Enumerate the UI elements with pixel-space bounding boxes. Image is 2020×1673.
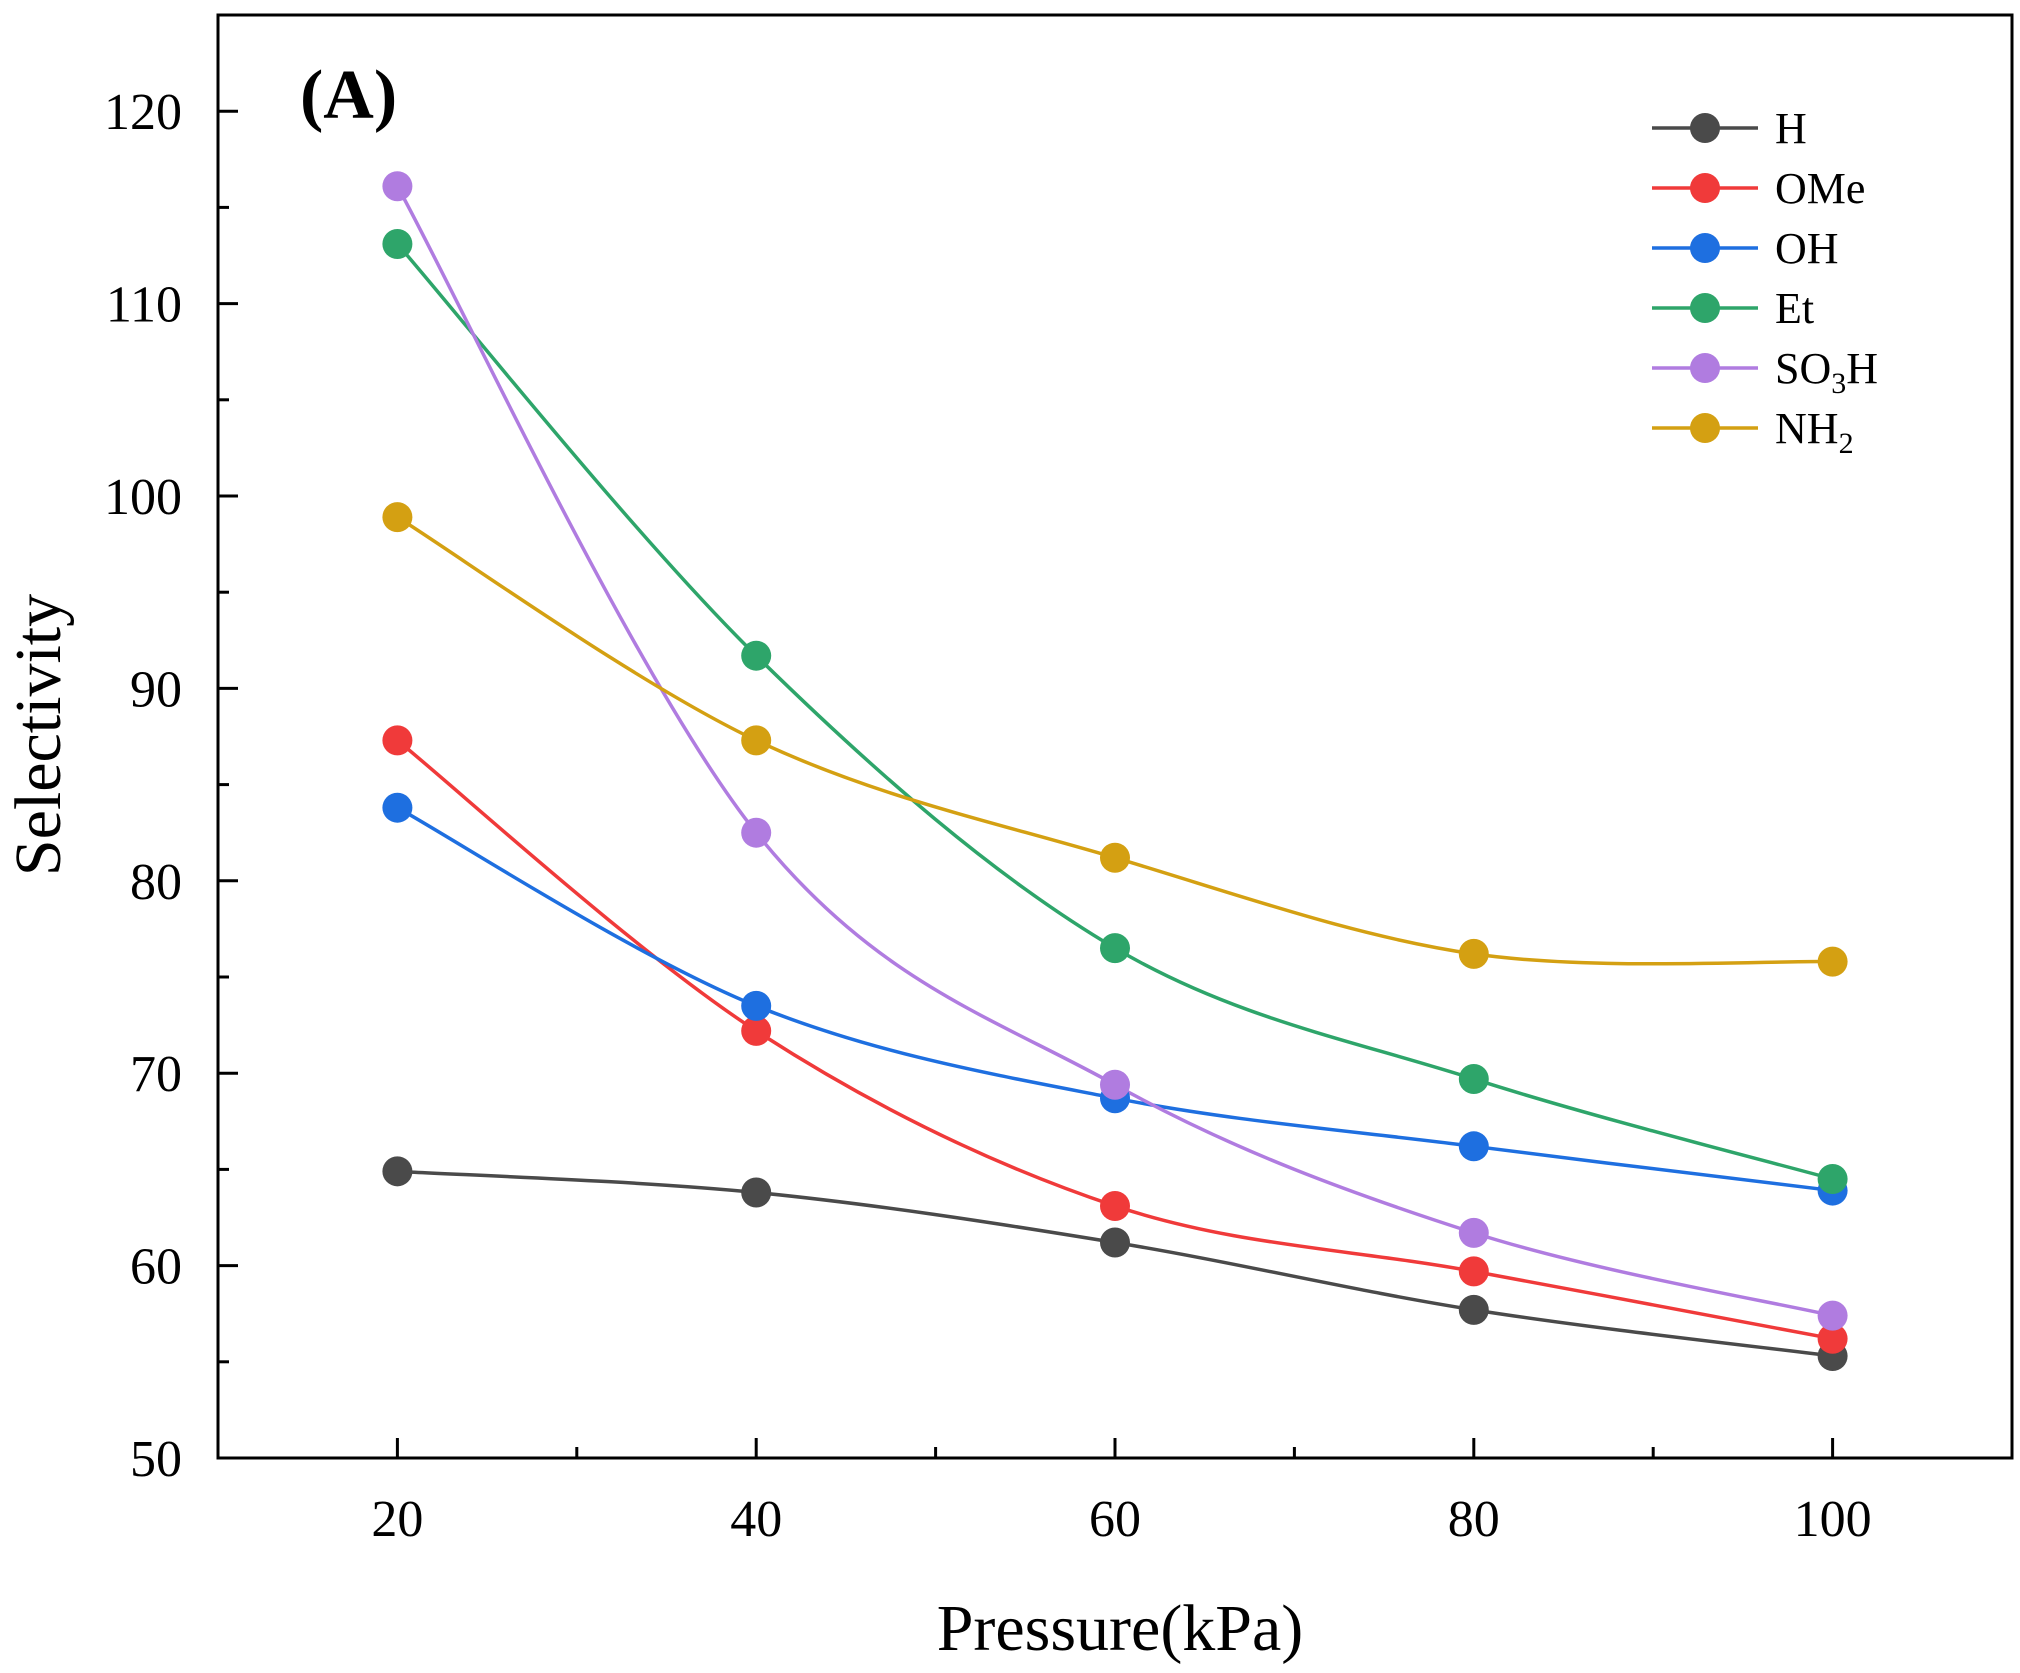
data-point-ome: [382, 725, 413, 756]
data-point-et: [1100, 933, 1130, 964]
data-point-nh: [741, 725, 772, 756]
x-tick-label: 40: [730, 1491, 782, 1548]
data-point-et: [741, 640, 772, 671]
y-tick-label: 90: [130, 661, 182, 718]
data-point-nh: [382, 502, 413, 533]
data-point-ome: [741, 1015, 772, 1046]
x-axis: 20 40 60 80 100: [371, 1438, 1872, 1548]
y-axis-title: Selectivity: [2, 594, 75, 876]
data-point-so: [1100, 1069, 1130, 1100]
data-point-h: [741, 1177, 772, 1208]
x-tick-label: 100: [1794, 1491, 1872, 1548]
data-point-so: [1458, 1217, 1489, 1248]
data-point-ome: [1817, 1323, 1848, 1354]
data-point-h: [1458, 1294, 1489, 1325]
data-point-ome: [1100, 1190, 1130, 1221]
legend-label: H: [1775, 104, 1807, 153]
legend-marker: [1690, 233, 1720, 263]
legend-marker: [1690, 173, 1720, 203]
data-point-et: [1817, 1164, 1848, 1195]
data-point-h: [382, 1156, 413, 1187]
x-tick-label: 80: [1448, 1491, 1500, 1548]
series-line-so: [395, 185, 1833, 1318]
data-point-nh: [1458, 938, 1489, 969]
x-tick-label: 20: [371, 1491, 423, 1548]
data-point-ome: [1458, 1256, 1489, 1287]
y-tick-label: 100: [104, 469, 182, 526]
data-point-nh: [1817, 946, 1848, 977]
series-line-et: [396, 242, 1834, 1181]
legend-item: H: [1652, 104, 1807, 153]
series-lines: [395, 185, 1834, 1358]
data-point-so: [382, 171, 413, 202]
legend-label: OMe: [1775, 164, 1865, 213]
data-point-oh: [382, 792, 413, 823]
data-point-oh: [741, 990, 772, 1021]
legend-item: NH2: [1652, 404, 1854, 460]
data-point-et: [382, 228, 413, 259]
x-tick-label: 60: [1089, 1491, 1141, 1548]
legend-label: SO3H: [1775, 344, 1878, 400]
legend-item: Et: [1652, 284, 1814, 333]
legend-item: OH: [1652, 224, 1839, 273]
legend-marker: [1690, 413, 1720, 443]
data-point-et: [1458, 1063, 1489, 1094]
legend-item: OMe: [1652, 164, 1865, 213]
data-point-oh: [1458, 1131, 1489, 1162]
legend-label: Et: [1775, 284, 1814, 333]
data-point-h: [1100, 1227, 1130, 1258]
y-tick-label: 110: [106, 277, 182, 334]
legend-label: NH2: [1775, 404, 1854, 460]
series-line-nh: [396, 515, 1833, 966]
data-point-so: [741, 817, 772, 848]
series-points: [382, 171, 1848, 1372]
panel-label: (A): [300, 57, 397, 134]
y-tick-label: 60: [130, 1239, 182, 1296]
y-tick-label: 120: [104, 84, 182, 141]
y-axis: 50 60 70 80 90 100 110 120: [104, 84, 238, 1488]
legend-marker: [1690, 113, 1720, 143]
legend-item: SO3H: [1652, 344, 1878, 400]
y-tick-label: 80: [130, 854, 182, 911]
legend-marker: [1690, 293, 1720, 323]
y-tick-label: 50: [130, 1431, 182, 1488]
x-axis-title: Pressure(kPa): [937, 1592, 1304, 1665]
legend-marker: [1690, 353, 1720, 383]
legend-label: OH: [1775, 224, 1839, 273]
data-point-nh: [1100, 842, 1130, 873]
data-point-so: [1817, 1300, 1848, 1331]
y-tick-label: 70: [130, 1046, 182, 1103]
